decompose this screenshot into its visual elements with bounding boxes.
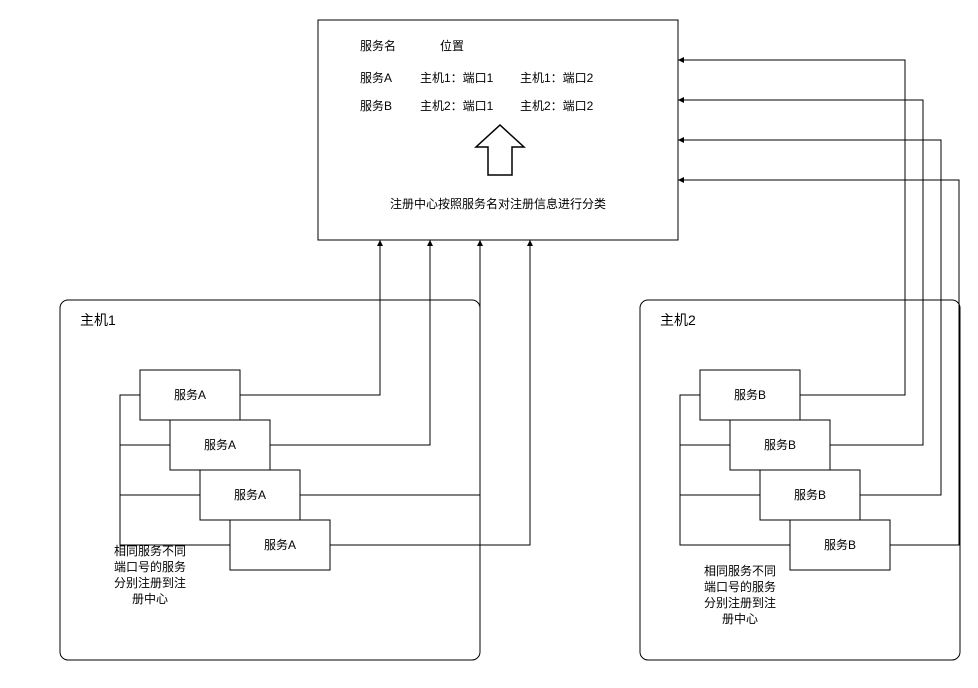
registry-row0-name: 服务A — [360, 70, 392, 85]
registry-row1-name: 服务B — [360, 98, 392, 113]
connector-left — [240, 240, 380, 395]
registry-header-name: 服务名 — [360, 38, 396, 53]
registry-row0-loc2: 主机1：端口2 — [520, 71, 594, 85]
host-note-line: 分别注册到注 — [114, 575, 186, 590]
registry-row0-loc1: 主机1：端口1 — [420, 71, 494, 85]
host2-services: 服务B 服务B 服务B 服务B — [700, 370, 890, 570]
host2-note: 相同服务不同端口号的服务分别注册到注册中心 — [704, 563, 776, 626]
connector-left — [270, 240, 430, 445]
registry-box: 服务名 位置 服务A 主机1：端口1 主机1：端口2 服务B 主机2：端口1 主… — [318, 20, 678, 240]
host1-box: 主机1 服务A 服务A 服务A 服务A 相同服务不同端口号的服务分别注册到注册中心 — [60, 300, 480, 660]
service-label: 服务A — [204, 437, 236, 452]
service-label: 服务A — [174, 387, 206, 402]
host-note-line: 相同服务不同 — [704, 563, 776, 578]
service-label: 服务B — [734, 387, 766, 402]
host1-note: 相同服务不同端口号的服务分别注册到注册中心 — [114, 543, 186, 606]
host1-services: 服务A 服务A 服务A 服务A — [140, 370, 330, 570]
service-label: 服务A — [264, 537, 296, 552]
host-note-line: 册中心 — [132, 591, 168, 606]
service-label: 服务B — [824, 537, 856, 552]
registry-row1-loc1: 主机2：端口1 — [420, 99, 494, 113]
host-note-line: 分别注册到注 — [704, 595, 776, 610]
registry-row1-loc2: 主机2：端口2 — [520, 99, 594, 113]
host2-label: 主机2 — [660, 312, 696, 328]
service-label: 服务A — [234, 487, 266, 502]
host1-label: 主机1 — [80, 312, 116, 328]
host-note-line: 端口号的服务 — [704, 579, 776, 594]
connector-left — [300, 240, 480, 495]
host-note-line: 册中心 — [722, 611, 758, 626]
host2-box: 主机2 服务B 服务B 服务B 服务B 相同服务不同端口号的服务分别注册到注册中心 — [640, 300, 960, 660]
up-arrow-icon — [476, 125, 524, 175]
host-note-line: 端口号的服务 — [114, 559, 186, 574]
service-label: 服务B — [794, 487, 826, 502]
registry-header-loc: 位置 — [440, 38, 464, 53]
architecture-diagram: 服务名 位置 服务A 主机1：端口1 主机1：端口2 服务B 主机2：端口1 主… — [0, 0, 978, 688]
connector-right — [678, 60, 905, 395]
service-label: 服务B — [764, 437, 796, 452]
registry-caption: 注册中心按照服务名对注册信息进行分类 — [390, 196, 606, 211]
